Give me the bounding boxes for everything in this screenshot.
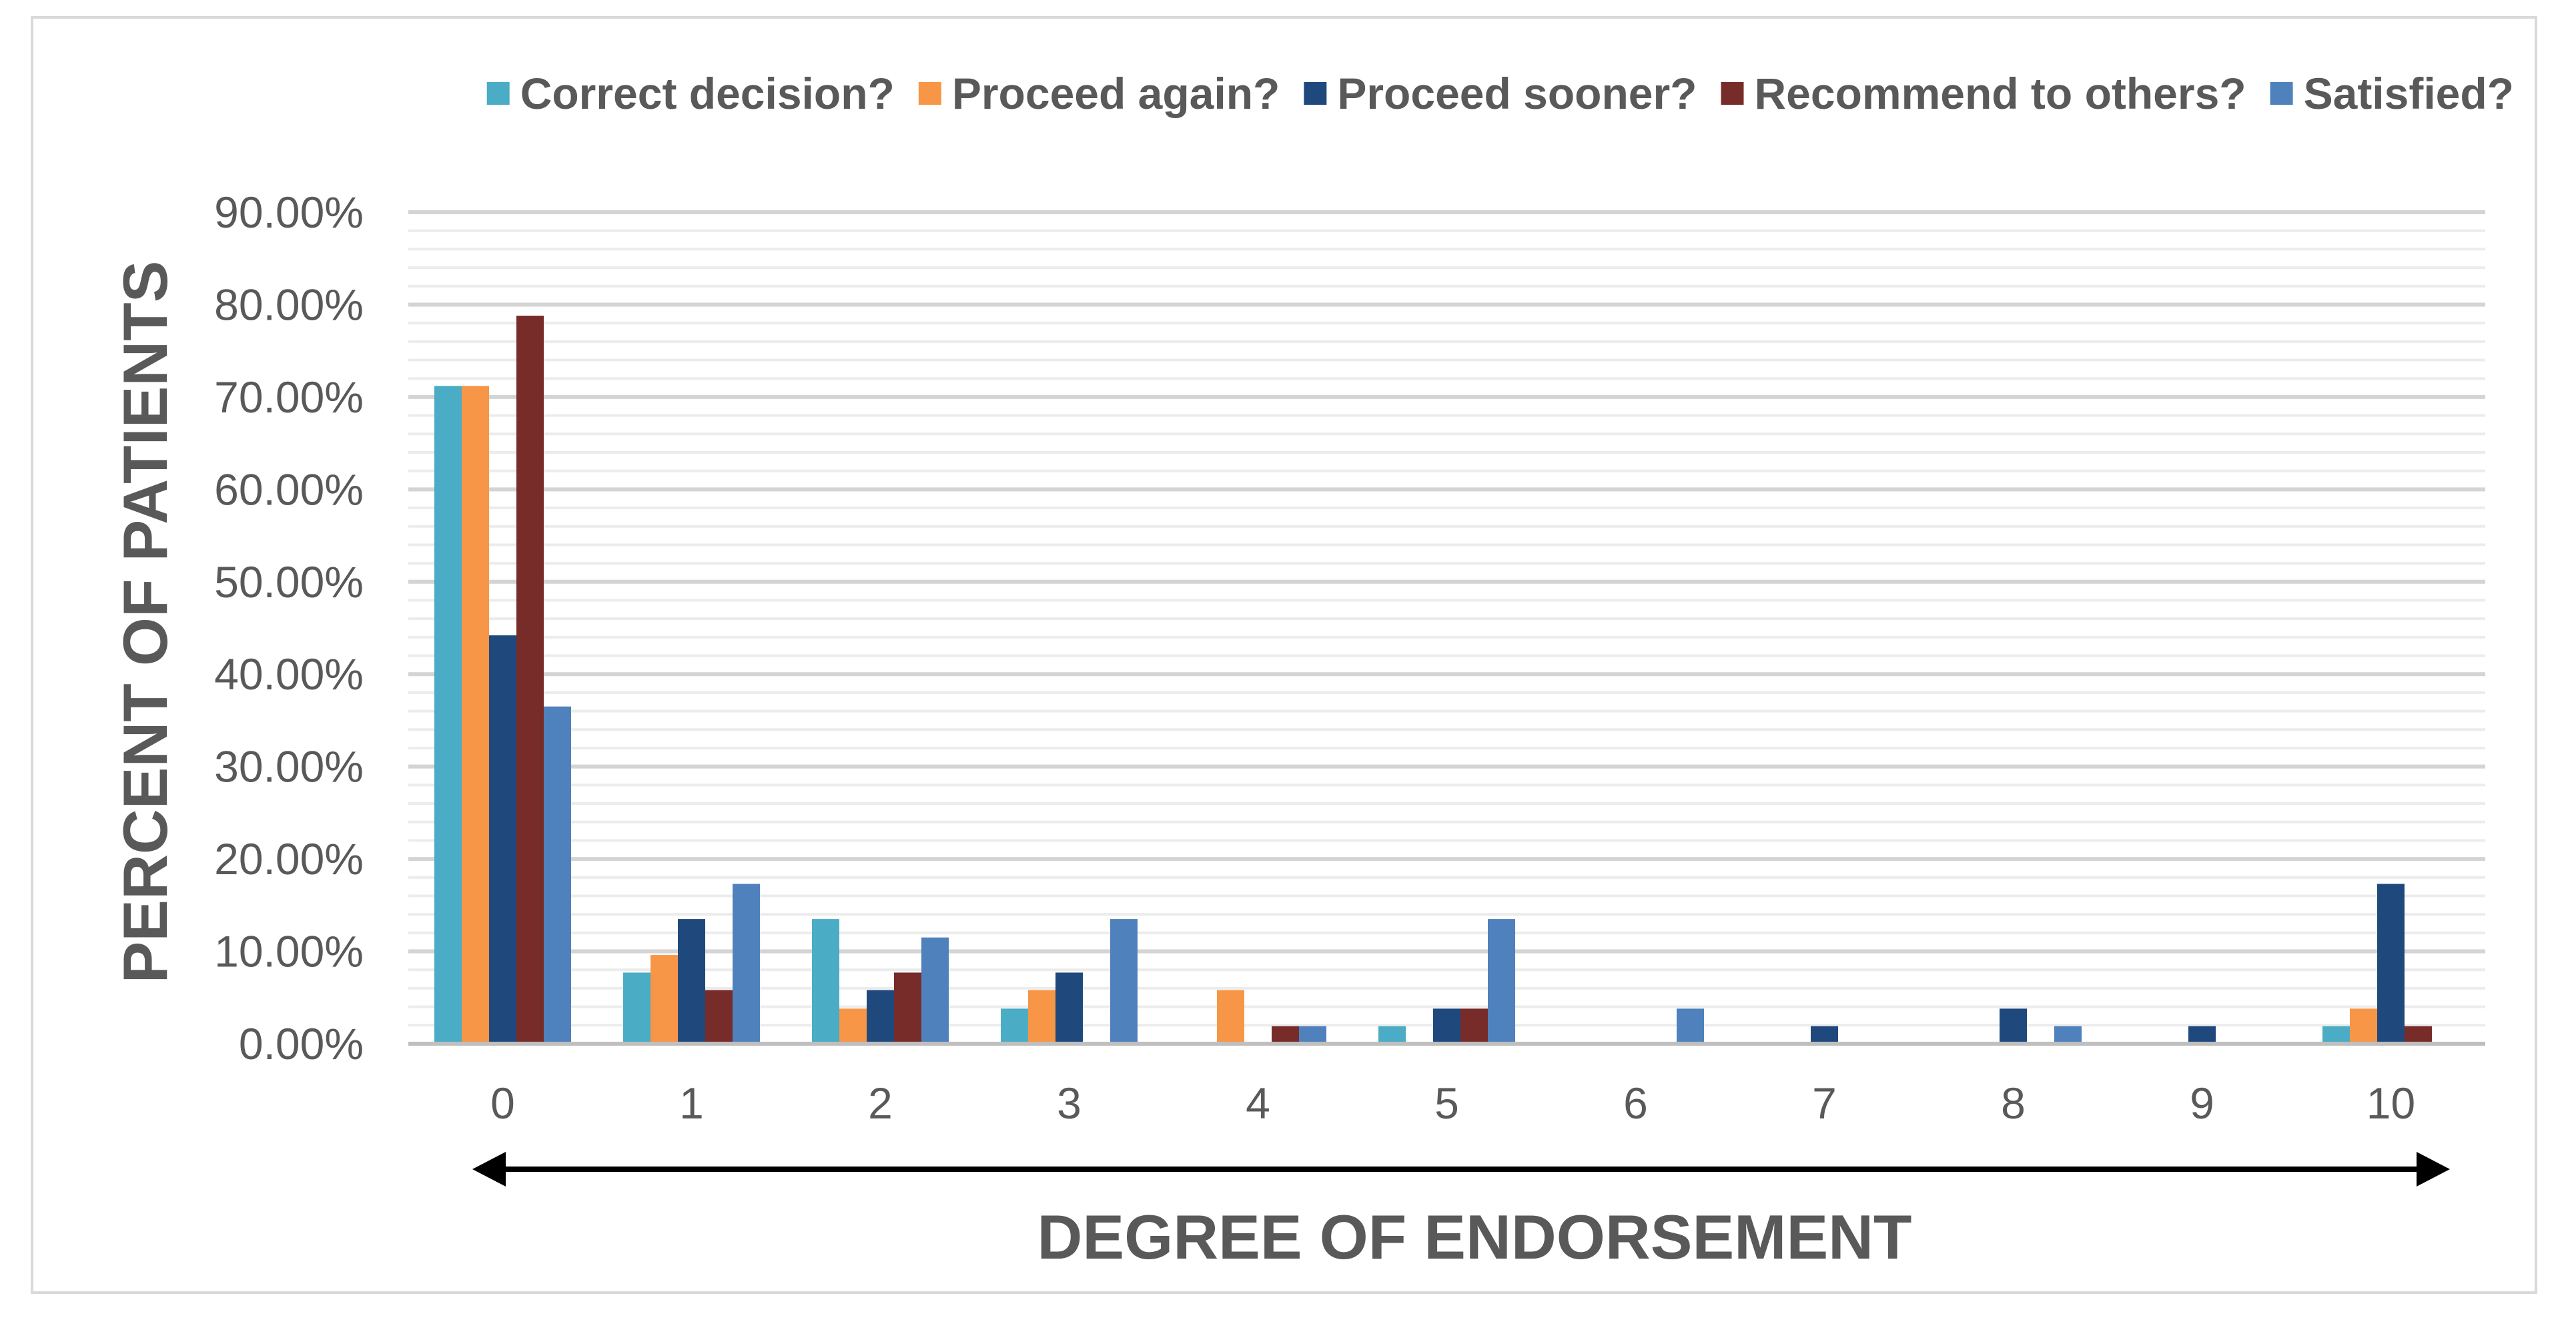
legend-item: Proceed again? [918,69,1280,118]
x-tick-label: 10 [2367,1078,2415,1128]
x-tick-label: 9 [2190,1078,2214,1128]
legend-label: Proceed again? [952,69,1280,118]
legend-item: Satisfied? [2270,69,2514,118]
x-axis-arrow-left-head [472,1152,506,1187]
bar [1677,1008,1704,1044]
bar [1378,1026,1406,1044]
bar [1001,1008,1028,1044]
x-tick-label: 6 [1623,1078,1648,1128]
bar [1055,972,1083,1044]
bar [462,386,489,1044]
x-tick-label: 4 [1246,1078,1270,1128]
x-axis-ticks: 0 1 2 3 4 5 6 7 8 9 10 [490,1078,2415,1128]
y-tick-label: 60.00% [214,464,364,514]
x-tick-label: 3 [1057,1078,1082,1128]
bar [623,972,651,1044]
legend-swatch [918,82,941,105]
y-tick-label: 80.00% [214,280,364,329]
y-axis-title: PERCENT OF PATIENTS [110,261,180,984]
bar [2322,1026,2350,1044]
bar [1811,1026,1838,1044]
bar [516,316,544,1044]
bar [2377,884,2405,1044]
legend-label: Proceed sooner? [1337,69,1697,118]
y-tick-label: 0.00% [239,1019,364,1068]
bar [678,919,705,1044]
gridlines [408,210,2485,1046]
y-tick-label: 40.00% [214,649,364,699]
bar [1217,990,1244,1044]
x-tick-label: 5 [1434,1078,1459,1128]
x-tick-label: 7 [1812,1078,1837,1128]
legend: Correct decision? Proceed again? Proceed s… [486,69,2514,118]
legend-item: Proceed sooner? [1304,69,1697,118]
bar [1433,1008,1460,1044]
bar [839,1008,867,1044]
x-axis-title: DEGREE OF ENDORSEMENT [1037,1202,1912,1272]
legend-item: Correct decision? [486,69,895,118]
bar [894,972,921,1044]
bar [733,884,760,1044]
legend-label: Correct decision? [520,69,895,118]
bar [2350,1008,2377,1044]
x-tick-label: 1 [679,1078,704,1128]
bars [408,316,2485,1046]
legend-item: Recommend to others? [1721,69,2246,118]
legend-swatch [1304,82,1327,105]
bar [434,386,462,1044]
x-tick-label: 0 [490,1078,515,1128]
legend-swatch [2270,82,2293,105]
bar [1272,1026,1299,1044]
y-tick-label: 90.00% [214,188,364,237]
bar [1460,1008,1488,1044]
bar [812,919,839,1044]
legend-label: Recommend to others? [1755,69,2246,118]
bar [2054,1026,2082,1044]
bar [1110,919,1138,1044]
bar [921,937,949,1044]
bar [2405,1026,2432,1044]
x-tick-label: 8 [2001,1078,2026,1128]
y-tick-label: 20.00% [214,834,364,884]
bar [489,635,516,1044]
bar [2188,1026,2216,1044]
bar [544,706,571,1044]
bar [1028,990,1055,1044]
x-axis-arrow-right-head [2417,1152,2450,1187]
bar [1299,1026,1326,1044]
legend-swatch [1721,82,1744,105]
y-tick-label: 30.00% [214,742,364,791]
bar [651,955,678,1044]
legend-label: Satisfied? [2304,69,2514,118]
y-tick-label: 50.00% [214,557,364,607]
y-tick-label: 10.00% [214,927,364,976]
x-axis-arrow [472,1152,2450,1187]
bar [867,990,894,1044]
y-axis-ticks: 0.00% 10.00% 20.00% 30.00% 40.00% 50.00% 60.00… [214,188,364,1068]
x-tick-label: 2 [868,1078,893,1128]
bar [1488,919,1515,1044]
legend-swatch [486,82,510,105]
y-tick-label: 70.00% [214,372,364,422]
bar [705,990,733,1044]
bar [2000,1008,2027,1044]
